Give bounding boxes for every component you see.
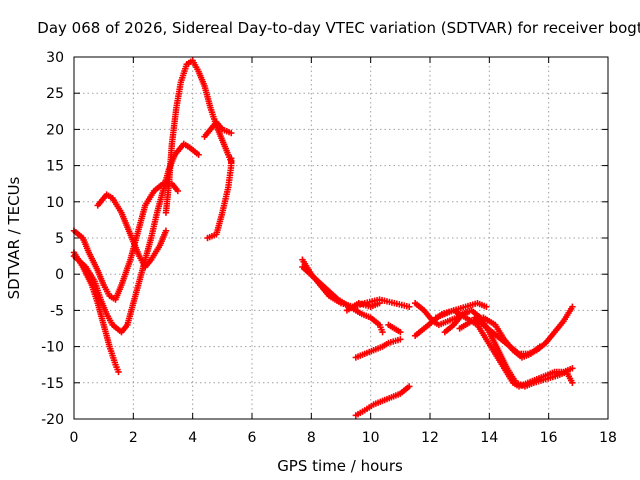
x-tick-label: 6 [248,430,257,446]
data-point [397,328,404,336]
y-tick-label: -5 [50,303,64,319]
x-tick-label: 2 [129,430,138,446]
data-point [406,383,413,390]
data-point [569,379,576,386]
axis-ticks: 0 2 4 6 8 10 12 14 16 18 30 25 20 15 10 5 0 -5 -10 -15 -20 [41,50,617,446]
x-tick-label: 16 [540,430,558,446]
data-point [406,303,413,310]
y-axis-label: SDTVAR / TECUs [5,176,23,299]
x-tick-label: 14 [480,430,498,446]
x-tick-label: 18 [599,430,617,446]
x-tick-label: 10 [362,430,380,446]
y-tick-label: 10 [46,195,64,211]
series-arc-k [385,321,404,336]
y-tick-label: 30 [46,50,64,66]
data-point [162,227,170,234]
series-arc-f [201,118,235,140]
data-point [228,129,235,137]
data-point [195,151,202,158]
series-arc-g [204,155,235,242]
data-point [569,365,576,372]
series-arc-m [352,336,404,361]
data-point [379,328,386,336]
series-arc-e [162,57,235,216]
series-arc-r [471,303,576,358]
y-tick-label: 20 [46,122,64,138]
data-point [228,155,235,162]
y-tick-label: -10 [41,340,64,356]
x-tick-label: 12 [421,430,439,446]
data-point [569,303,576,310]
y-tick-label: 15 [46,159,64,175]
y-tick-label: 5 [55,231,64,247]
y-tick-label: -15 [41,376,64,392]
data-point [483,303,490,310]
data-point [376,299,383,307]
data-point [174,187,182,195]
grid-lines [74,57,608,419]
data-point [397,336,404,343]
y-tick-label: 0 [55,267,64,283]
series-arc-j [343,299,383,314]
series-arc-d [94,191,170,271]
x-axis-label: GPS time / hours [277,457,403,475]
x-tick-label: 8 [307,430,316,446]
x-tick-label: 0 [70,430,79,446]
y-tick-label: 25 [46,86,64,102]
chart-title: Day 068 of 2026, Sidereal Day-to-day VTE… [37,19,640,37]
series-arc-s [456,314,543,361]
data-points [70,57,576,419]
data-point [536,343,543,350]
data-point [115,368,122,376]
series-arc-b [70,249,122,376]
plot-frame [73,56,609,420]
series-arc-l [352,383,413,419]
x-tick-label: 4 [188,430,197,446]
y-tick-label: -20 [41,412,64,428]
